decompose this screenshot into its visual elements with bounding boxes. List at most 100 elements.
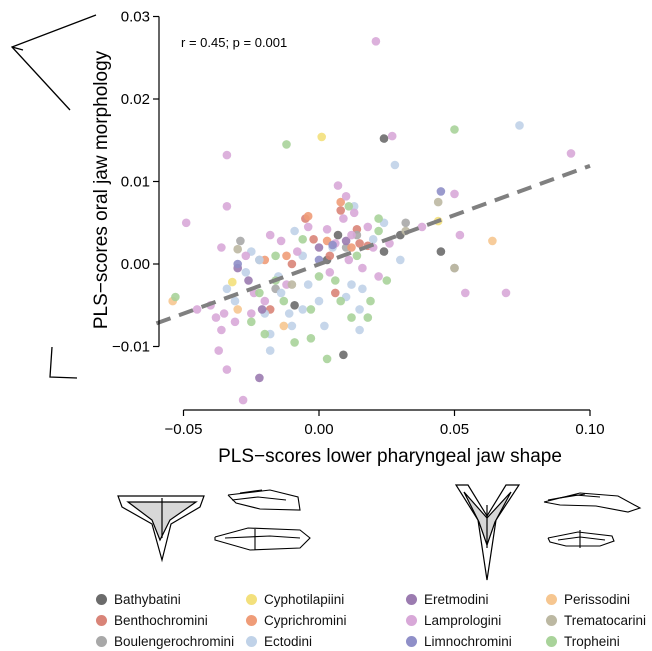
point-tropheini-20 — [382, 276, 392, 285]
legend-label: Lamprologini — [424, 612, 502, 628]
point-lamprologini-1 — [566, 149, 576, 158]
x-tick-label: 0.00 — [304, 421, 333, 438]
oral-jaw-illustration-top — [10, 14, 97, 111]
point-lamprologini-17 — [222, 365, 232, 374]
point-lamprologini-36 — [265, 230, 275, 240]
pharyngeal-jaw-ventral-right — [547, 530, 615, 548]
point-benthochromini-4 — [355, 239, 364, 248]
point-benthochromini-0 — [336, 206, 346, 215]
point-cyphotilapiini-1 — [228, 277, 237, 287]
legend-swatch — [246, 635, 257, 647]
point-ectodini-0 — [515, 121, 524, 130]
x-tick-label: 0.05 — [440, 421, 469, 438]
point-lamprologini-14 — [211, 313, 221, 322]
point-lamprologini-20 — [192, 305, 202, 314]
legend-swatch — [406, 593, 417, 605]
point-bathybatini-7 — [290, 301, 299, 310]
point-lamprologini-9 — [501, 288, 511, 298]
point-ectodini-20 — [265, 346, 275, 355]
legend-item-trematocarini: Trematocarini — [546, 611, 652, 629]
legend-item-eretmodini: Eretmodini — [406, 590, 546, 608]
point-ectodini-28 — [358, 284, 367, 294]
point-lamprologini-30 — [358, 263, 367, 273]
point-tropheini-24 — [271, 251, 280, 261]
scatter-plot: −0.05 0.00 0.05 0.10 −0.010.000.010.020.03 … — [91, 9, 605, 468]
point-trematocarini-4 — [287, 280, 297, 289]
point-lamprologini-31 — [325, 268, 335, 277]
point-tropheini-2 — [344, 202, 354, 211]
point-boulengerochromini-4 — [401, 218, 411, 228]
point-lamprologini-7 — [455, 230, 465, 240]
point-eretmodini-4 — [341, 236, 351, 246]
point-ectodini-14 — [355, 305, 364, 314]
point-cyprichromini-2 — [282, 251, 291, 261]
point-lamprologini-43 — [260, 296, 270, 306]
point-tropheini-12 — [366, 296, 375, 306]
point-ectodini-19 — [355, 325, 364, 335]
legend-item-cyphotilapiini: Cyphotilapiini — [246, 590, 406, 608]
point-bathybatini-2 — [436, 247, 446, 256]
point-tropheini-4 — [298, 235, 308, 244]
legend-swatch — [546, 635, 557, 647]
y-axis-title: PLS−scores oral jaw morphology — [91, 50, 112, 329]
point-tropheini-10 — [336, 296, 346, 306]
legend-swatch — [406, 614, 417, 626]
point-tropheini-1 — [282, 140, 291, 149]
point-lamprologini-11 — [217, 243, 226, 252]
point-lamprologini-37 — [374, 272, 383, 281]
point-bathybatini-3 — [379, 247, 389, 256]
point-tropheini-8 — [279, 296, 289, 306]
point-tropheini-21 — [306, 334, 316, 343]
legend-label: Ectodini — [264, 633, 313, 649]
point-trematocarini-1 — [450, 263, 459, 273]
point-benthochromini-7 — [331, 288, 340, 298]
point-lamprologini-39 — [303, 222, 313, 232]
point-ectodini-4 — [290, 226, 299, 236]
legend-label: Bathybatini — [114, 591, 181, 607]
point-trematocarini-3 — [233, 244, 242, 254]
point-lamprologini-25 — [349, 208, 359, 218]
legend-swatch — [246, 593, 257, 605]
point-lamprologini-34 — [322, 225, 332, 234]
point-cyprichromini-1 — [336, 197, 346, 207]
point-ectodini-10 — [230, 296, 240, 306]
y-tick-label: 0.03 — [121, 9, 150, 26]
point-tropheini-14 — [260, 329, 270, 339]
y-tick-label: −0.01 — [112, 339, 150, 356]
pharyngeal-jaw-lateral-left — [227, 489, 301, 511]
legend-swatch — [96, 593, 107, 605]
point-lamprologini-28 — [363, 222, 373, 232]
point-tropheini-17 — [363, 313, 373, 322]
point-ectodini-26 — [396, 255, 405, 265]
point-lamprologini-2 — [222, 150, 232, 160]
legend-swatch — [546, 593, 557, 605]
point-tropheini-16 — [322, 354, 332, 364]
point-lamprologini-42 — [344, 255, 354, 265]
point-ectodini-22 — [303, 280, 313, 289]
legend-item-bathybatini: Bathybatini — [96, 590, 246, 608]
point-limnochromini-0 — [436, 187, 446, 196]
point-benthochromini-2 — [309, 235, 318, 244]
point-lamprologini-16 — [214, 346, 223, 355]
point-tropheini-19 — [352, 251, 362, 261]
legend-swatch — [246, 614, 257, 626]
point-ectodini-27 — [284, 309, 294, 318]
pharyngeal-jaw-lateral-right — [543, 492, 642, 513]
x-tick-label: 0.10 — [575, 421, 604, 438]
legend-label: Trematocarini — [564, 612, 647, 628]
legend-swatch — [406, 635, 417, 647]
x-tick-label: −0.05 — [165, 421, 203, 438]
legend-swatch — [96, 614, 107, 626]
point-ectodini-12 — [314, 296, 324, 306]
correlation-annotation: r = 0.45; p = 0.001 — [181, 35, 287, 50]
point-boulengerochromini-0 — [236, 236, 245, 246]
legend-item-cyprichromini: Cyprichromini — [246, 611, 406, 629]
point-benthochromini-6 — [287, 259, 297, 269]
legend-swatch — [546, 614, 557, 626]
point-limnochromini-2 — [233, 259, 242, 269]
point-lamprologini-5 — [222, 202, 232, 211]
point-tropheini-11 — [347, 313, 356, 322]
data-points — [168, 37, 576, 405]
oral-jaw-illustration-bottom — [49, 346, 78, 379]
